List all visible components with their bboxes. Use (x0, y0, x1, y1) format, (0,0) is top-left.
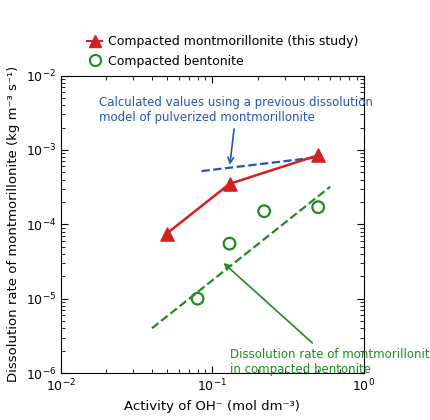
Point (315, 204, 322, 210)
Text: Calculated values using a previous dissolution
model of pulverized montmorilloni: Calculated values using a previous disso… (99, 95, 373, 163)
Legend: Compacted montmorillonite (this study), Compacted bentonite: Compacted montmorillonite (this study), … (82, 30, 364, 73)
Text: Dissolution rate of montmorillonite
in compacted bentonite: Dissolution rate of montmorillonite in c… (225, 264, 430, 375)
Point (194, 295, 201, 302)
Point (163, 230, 170, 237)
Point (261, 208, 267, 215)
X-axis label: Activity of OH⁻ (mol dm⁻³): Activity of OH⁻ (mol dm⁻³) (124, 400, 300, 413)
Point (226, 240, 233, 247)
Y-axis label: Dissolution rate of montmorillonite (kg m⁻³ s⁻¹): Dissolution rate of montmorillonite (kg … (7, 66, 20, 383)
Point (315, 152, 322, 159)
Point (226, 181, 233, 187)
